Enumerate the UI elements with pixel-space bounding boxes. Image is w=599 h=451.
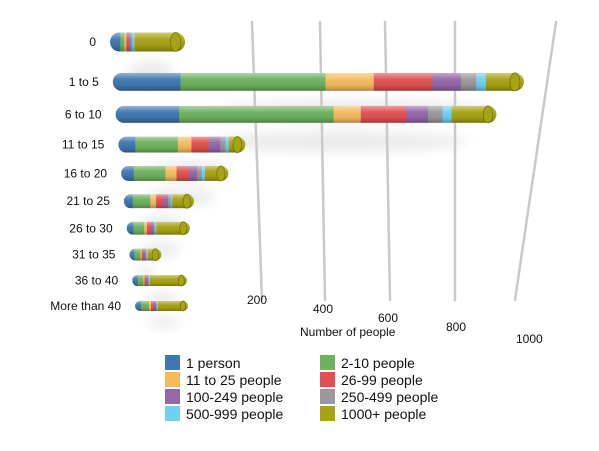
x-tick-label: 200 — [247, 293, 267, 307]
legend-item: 500-999 people — [165, 405, 283, 422]
legend-item: 1000+ people — [320, 405, 426, 422]
gridline — [513, 20, 558, 302]
bar-row — [132, 274, 187, 287]
bars-group — [110, 32, 524, 312]
legend-item: 1 person — [165, 354, 240, 371]
category-label: 11 to 15 — [62, 138, 105, 152]
x-tick-labels: 200 400 600 800 1000 — [247, 293, 543, 346]
legend-label: 1 person — [186, 354, 241, 371]
gridline — [383, 20, 392, 302]
x-tick-label: 600 — [378, 311, 398, 325]
legend-swatch — [165, 389, 180, 404]
bar-end-cap — [177, 274, 185, 287]
bar-row — [112, 72, 524, 92]
bar-shading — [118, 136, 246, 153]
category-label: 16 to 20 — [64, 166, 108, 180]
category-label: 1 to 5 — [69, 75, 99, 89]
category-labels: 0 1 to 5 6 to 10 11 to 15 16 to 20 21 to 25 26… — [50, 35, 121, 313]
gridlines — [250, 20, 558, 302]
bar-shadow — [147, 316, 181, 328]
bar-row — [135, 300, 188, 312]
legend-label: 11 to 25 people — [186, 371, 282, 388]
bar-end-cap — [482, 105, 493, 124]
legend-swatch — [165, 372, 180, 387]
legend-item: 100-249 people — [165, 388, 283, 405]
bar-shading — [132, 275, 187, 287]
legend-label: 2-10 people — [341, 354, 415, 371]
bar-end-cap — [179, 221, 188, 236]
legend-swatch — [320, 372, 335, 387]
x-axis-label: Number of people — [300, 325, 396, 339]
bar-shading — [121, 165, 229, 181]
legend-swatch — [165, 355, 180, 370]
category-label: 36 to 40 — [75, 274, 119, 288]
legend-label: 100-249 people — [186, 388, 284, 405]
bar-shading — [110, 32, 186, 52]
bar-end-cap — [216, 165, 226, 182]
bar-row — [115, 105, 497, 124]
legend-item: 2-10 people — [320, 354, 415, 371]
legend-item: 11 to 25 people — [165, 371, 282, 388]
legend-swatch — [165, 406, 180, 421]
gridline — [250, 20, 264, 302]
category-label: 6 to 10 — [65, 107, 102, 121]
bar-end-cap — [509, 72, 521, 92]
x-tick-label: 1000 — [516, 332, 543, 346]
bar-row — [129, 248, 162, 262]
bar-end-cap — [170, 32, 182, 52]
bar-end-cap — [151, 248, 159, 262]
category-label: More than 40 — [50, 299, 121, 313]
gridline — [318, 20, 327, 302]
bar-shading — [135, 301, 188, 311]
bar-shading — [115, 105, 497, 123]
legend-label: 26-99 people — [341, 371, 423, 388]
x-tick-label: 400 — [313, 302, 333, 316]
bar-shading — [126, 221, 190, 235]
category-label: 26 to 30 — [69, 221, 113, 235]
category-label: 0 — [89, 35, 96, 49]
bar-end-cap — [179, 300, 187, 312]
bar-row — [121, 165, 229, 182]
bar-row — [110, 32, 186, 52]
legend-label: 1000+ people — [341, 405, 427, 422]
legend-swatch — [320, 355, 335, 370]
category-label: 21 to 25 — [67, 194, 111, 208]
bar-shading — [112, 72, 524, 91]
legend-label: 500-999 people — [186, 405, 284, 422]
legend-swatch — [320, 406, 335, 421]
bar-shading — [123, 194, 194, 209]
legend-item: 26-99 people — [320, 371, 423, 388]
bar-end-cap — [232, 136, 243, 153]
x-tick-label: 800 — [446, 320, 466, 334]
bar-shadow — [208, 131, 470, 152]
legend-label: 250-499 people — [341, 388, 439, 405]
category-label: 31 to 35 — [72, 248, 116, 262]
legend-swatch — [320, 389, 335, 404]
bar-row — [126, 221, 190, 236]
bar-row — [123, 193, 194, 209]
bar-row — [118, 136, 246, 153]
legend-item: 250-499 people — [320, 388, 438, 405]
bar-end-cap — [182, 193, 192, 209]
